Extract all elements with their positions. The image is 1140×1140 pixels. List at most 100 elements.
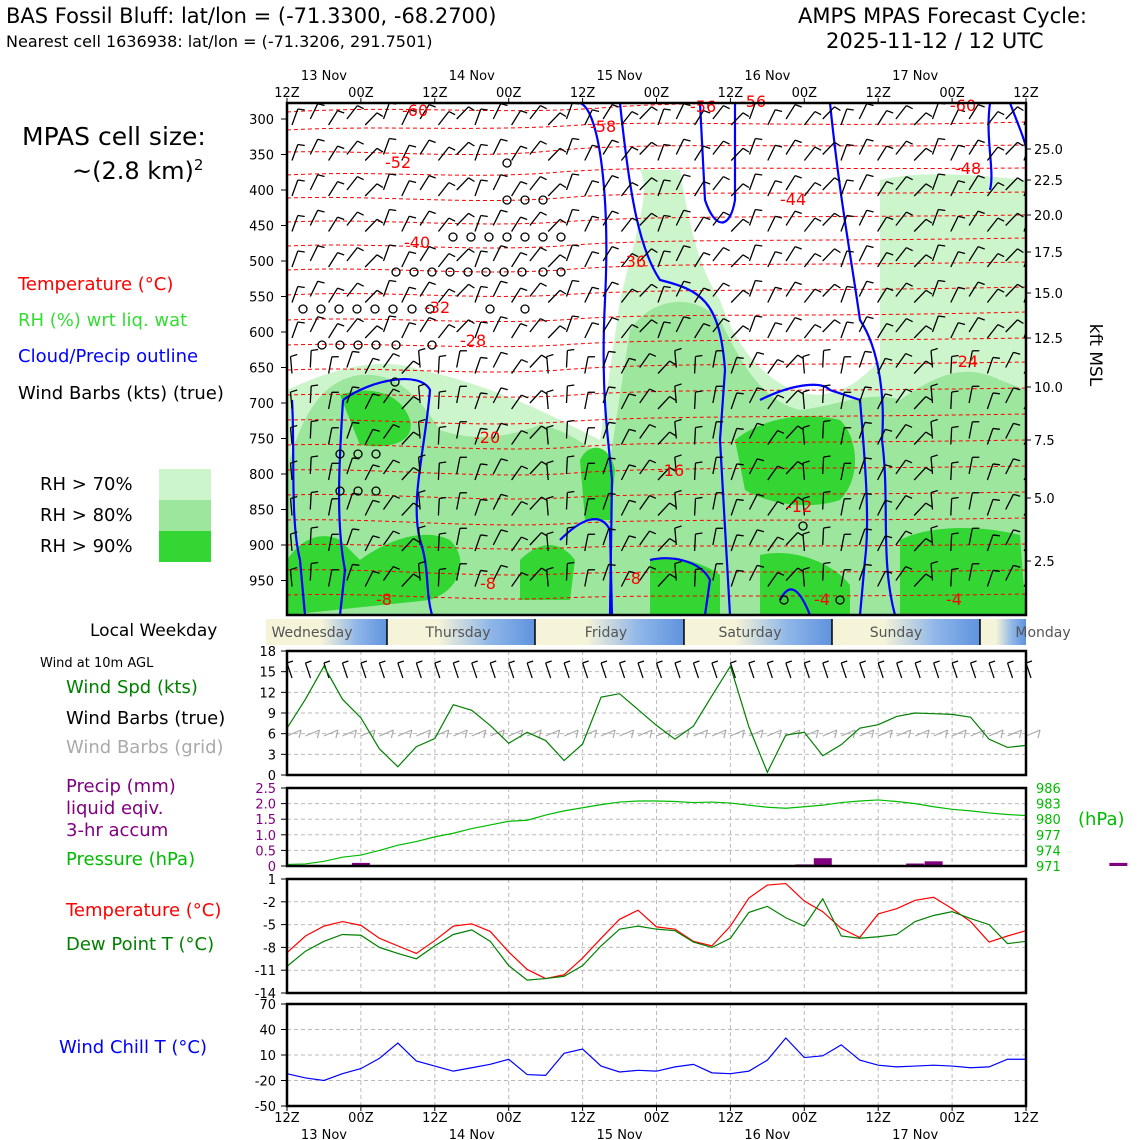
grid-barb-flag <box>446 729 450 739</box>
wind-barb-staff <box>346 351 354 368</box>
wind-barb-flag <box>736 392 744 395</box>
temp-label-11: -32 <box>424 298 450 317</box>
grid-barb-flag <box>889 729 893 739</box>
wind-barb-staff <box>620 358 630 374</box>
wind-barb-flag <box>628 393 637 397</box>
wind-panel-title: Wind at 10m AGL <box>40 656 154 671</box>
wind-barb-staff <box>802 356 806 374</box>
wind-barb-staff <box>456 421 461 439</box>
wind-barb-staff <box>877 571 886 587</box>
wind-barb-staff <box>492 316 502 333</box>
wind-barb-flag <box>757 422 765 426</box>
wind-barb-flag <box>372 393 380 397</box>
wind-barb-staff <box>546 569 549 587</box>
wind-barb-flag <box>846 321 854 324</box>
wind-barb-staff <box>492 138 502 155</box>
wind-barb-staff <box>712 211 724 226</box>
wind-barb-flag <box>886 180 894 185</box>
grid-barb <box>656 729 671 737</box>
wind-barb-staff <box>364 500 374 516</box>
wind-barb-flag <box>834 319 841 325</box>
wind-barb-flag <box>468 319 475 325</box>
wind-barb-staff <box>858 422 866 439</box>
pressure-tick: 350 <box>249 149 274 164</box>
wind-barb-staff <box>730 218 744 232</box>
wind-barb-flag <box>669 538 676 543</box>
wind-barb-flag <box>592 322 600 326</box>
wind-barb-staff <box>840 250 848 268</box>
wind-barb-flag <box>651 106 658 112</box>
wind-barb-flag <box>413 538 420 543</box>
wind-barb-staff <box>511 252 522 268</box>
wind-barb-flag <box>567 455 575 458</box>
wind-barb-flag <box>958 286 966 290</box>
wind-barb-flag <box>1013 458 1021 462</box>
wind-barb-flag <box>521 358 529 363</box>
wind-barb-staff <box>401 538 414 552</box>
wind-barb-staff <box>657 538 671 552</box>
pressure-tick: 450 <box>249 220 274 235</box>
wind-barb-flag <box>439 496 447 500</box>
calm-marker <box>335 486 345 496</box>
wind-barb-flag <box>559 218 567 224</box>
bottom-time-tick: 00Z <box>939 1111 965 1126</box>
weekday-label-wednesday: Wednesday <box>271 625 352 641</box>
kft-tick: 7.5 <box>1034 434 1055 449</box>
calm-marker <box>391 340 401 350</box>
wind-barb-staff <box>456 528 461 546</box>
wind-barb-staff <box>1005 212 1018 226</box>
wind-barb-flag <box>628 428 637 432</box>
wind-barb-flag <box>468 212 475 218</box>
wind-barb-flag <box>703 109 711 114</box>
wind-barb-staff <box>767 430 779 445</box>
wind-barb-staff <box>602 457 610 475</box>
bottom-time-tick: 00Z <box>644 1111 670 1126</box>
wind-barb-flag <box>480 569 488 572</box>
wind-barb-flag <box>777 536 785 541</box>
true-barb-flag <box>988 660 996 664</box>
wind-barb-flag <box>938 279 946 283</box>
wind-barb-staff <box>456 350 461 368</box>
wind-barb-flag <box>480 463 488 466</box>
legend-wind-barbs: Wind Barbs (kts) (true) <box>18 383 224 404</box>
wind-barb-staff <box>895 459 907 475</box>
wind-barb-flag <box>886 145 894 150</box>
wind-barb-flag <box>823 384 831 387</box>
calm-marker <box>499 267 509 277</box>
wind-barb-staff <box>877 216 888 232</box>
wind-barb-staff <box>748 103 756 120</box>
wind-barb-flag <box>905 565 913 570</box>
wind-barb-flag <box>866 316 874 320</box>
wind-barb-staff <box>584 356 589 374</box>
wind-barb-flag <box>376 325 384 331</box>
calm-marker <box>388 304 398 314</box>
wind-barb-flag <box>925 538 933 543</box>
wind-barb-staff <box>346 282 358 297</box>
wind-barb-flag <box>1030 109 1037 110</box>
wind-barb-flag <box>500 316 508 320</box>
wind-barb-staff <box>694 181 705 197</box>
wind-barb-staff <box>913 112 927 126</box>
wind-barb-flag <box>317 245 325 249</box>
wind-barb-staff <box>712 386 717 404</box>
wind-barb-staff <box>456 141 469 155</box>
wind-barb-flag <box>775 180 783 184</box>
grid-barb <box>286 729 302 737</box>
calm-marker <box>502 158 512 168</box>
weekday-label: Local Weekday <box>90 621 218 641</box>
wind-barb-staff <box>767 215 776 232</box>
wind-barb-staff <box>712 528 717 546</box>
wind-barb-flag <box>938 137 946 141</box>
wind-barb-staff <box>767 501 779 516</box>
wind-barb-flag <box>352 563 360 566</box>
wind-barb-flag <box>409 322 417 326</box>
wind-barb-staff <box>657 502 671 516</box>
wind-barb-staff <box>474 463 482 481</box>
wind-barb-flag <box>567 490 575 494</box>
wind-barb-flag <box>757 493 765 497</box>
wind-barb-staff <box>730 112 744 126</box>
rh-swatch-70 <box>159 469 211 500</box>
wind-barb-staff <box>456 248 469 262</box>
calm-marker <box>779 595 789 605</box>
